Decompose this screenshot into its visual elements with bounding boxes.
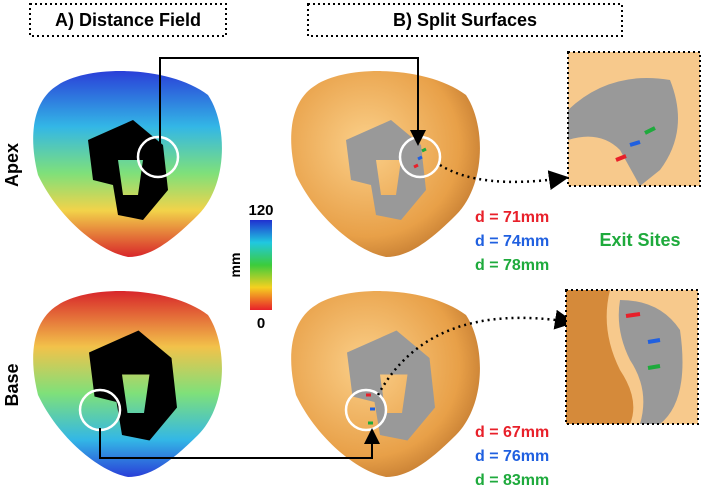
distance-label: d = 78mm <box>475 257 549 274</box>
panel-box <box>307 3 623 37</box>
distances: d = 71mm d = 74mm d = 78mm d = 67mm d = 76mm… <box>475 209 549 489</box>
heart-base-field <box>33 291 222 477</box>
heart-apex-split <box>291 71 480 257</box>
distance-label: d = 71mm <box>475 209 549 226</box>
arrow <box>439 163 569 191</box>
panel-box <box>29 3 227 37</box>
row-label: Base <box>2 363 22 406</box>
arrow <box>376 309 575 396</box>
colorbar <box>250 220 272 310</box>
distance-label: d = 74mm <box>475 233 549 250</box>
distance-label: d = 76mm <box>475 448 549 465</box>
colorbar-min: 0 <box>257 315 265 332</box>
panel-title: B) Split Surfaces <box>393 10 537 30</box>
row-label: Apex <box>2 143 22 187</box>
inset-base <box>565 289 699 425</box>
colorbar-unit: mm <box>227 253 243 278</box>
arrow <box>99 428 380 459</box>
panel-title: A) Distance Field <box>55 10 201 30</box>
heart-apex-field <box>33 71 222 257</box>
distance-label: d = 83mm <box>475 472 549 487</box>
inset-apex <box>567 51 701 187</box>
colorbar-max: 120 <box>248 202 273 219</box>
exit-label: Exit Sites <box>599 230 680 250</box>
distance-label: d = 67mm <box>475 424 549 441</box>
arrow <box>159 57 426 146</box>
